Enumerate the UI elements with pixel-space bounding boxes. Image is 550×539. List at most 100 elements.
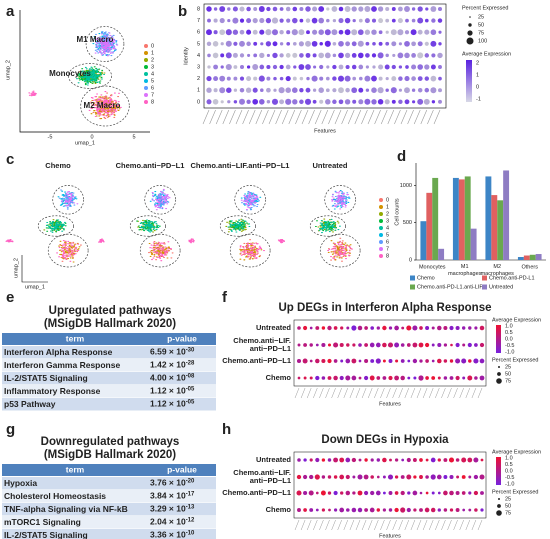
expression-dot — [220, 65, 224, 69]
table-row — [2, 529, 216, 539]
row-label: 1 — [197, 88, 200, 94]
color-bar — [466, 60, 472, 102]
expression-dot — [462, 376, 466, 380]
expression-dot — [443, 475, 448, 479]
expression-dot — [225, 52, 232, 59]
expression-dot — [418, 375, 424, 381]
expression-dot — [339, 375, 344, 381]
expression-dot — [259, 64, 265, 70]
legend-label: -1.0 — [505, 349, 514, 355]
expression-dot — [233, 76, 238, 81]
feature-tick — [294, 387, 300, 399]
expression-dot — [443, 326, 448, 330]
row-label: 2 — [197, 76, 200, 82]
expression-dot — [480, 458, 484, 462]
color-bar — [496, 457, 501, 485]
legend-label: 25 — [478, 14, 484, 20]
expression-dot — [479, 342, 485, 348]
cluster-outline — [47, 233, 89, 268]
feature-tick — [428, 387, 434, 399]
expression-dot — [371, 6, 377, 12]
y-tick-label: 0 — [409, 257, 412, 263]
expression-dot — [345, 375, 351, 381]
expression-dot — [271, 98, 279, 105]
expression-dot — [369, 375, 375, 381]
feature-tick — [404, 387, 410, 399]
expression-dot — [392, 53, 396, 57]
expression-dot — [279, 64, 284, 70]
bar — [485, 176, 492, 260]
expression-dot — [365, 53, 370, 58]
feature-tick — [392, 387, 397, 399]
legend-label: 25 — [505, 496, 511, 502]
expression-dot — [437, 376, 441, 380]
expression-dot — [443, 458, 448, 462]
expression-dot — [449, 359, 454, 363]
legend-swatch — [482, 275, 487, 281]
legend-dot — [379, 205, 383, 209]
expression-dot — [331, 29, 338, 36]
feature-tick — [325, 387, 330, 399]
expression-dot — [333, 326, 338, 330]
expression-dot — [332, 88, 337, 93]
expression-dot — [411, 7, 416, 11]
legend-dot — [144, 100, 148, 104]
bar — [523, 255, 530, 260]
feature-tick — [367, 109, 375, 125]
y-tick-label: 1000 — [400, 183, 412, 189]
p-exponent: -10 — [186, 530, 195, 536]
expression-dot — [303, 376, 307, 380]
expression-dot — [352, 18, 356, 23]
expression-dot — [339, 507, 345, 513]
expression-dot — [385, 41, 390, 46]
color-bar — [496, 325, 501, 353]
feature-tick — [435, 387, 440, 399]
expression-dot — [424, 507, 430, 513]
expression-dot — [455, 325, 460, 331]
axis-label: Identity — [183, 47, 189, 65]
legend-label: 75 — [505, 378, 511, 384]
umap-points — [151, 188, 171, 211]
expression-dot — [388, 359, 393, 363]
panel-label: b — [178, 3, 187, 20]
label-line: macrophages — [448, 271, 482, 277]
expression-dot — [311, 40, 318, 47]
expression-dot — [455, 491, 460, 495]
expression-dot — [417, 17, 424, 24]
x-tick-label: M2 macrophages — [481, 264, 515, 277]
expression-dot — [333, 490, 338, 496]
expression-dot — [292, 41, 297, 46]
legend-title: Percent Expressed — [462, 5, 508, 11]
legend-label: -1.0 — [505, 481, 514, 487]
row-label: Untreated — [256, 323, 291, 332]
expression-dot — [252, 64, 259, 70]
table-title: Upregulated pathways — [49, 305, 172, 317]
expression-dot — [312, 6, 318, 12]
expression-dot — [376, 458, 381, 462]
expression-dot — [206, 41, 212, 47]
umap-points — [76, 66, 106, 86]
expression-dot — [332, 18, 337, 23]
bar — [426, 192, 433, 260]
term-cell: Hypoxia — [4, 478, 37, 488]
expression-dot — [232, 29, 239, 35]
expression-dot — [312, 29, 318, 35]
expression-dot — [297, 376, 301, 380]
expression-dot — [298, 29, 305, 36]
expression-dot — [437, 6, 443, 12]
cluster-outline — [80, 85, 130, 127]
expression-dot — [468, 508, 472, 512]
expression-dot — [340, 326, 344, 330]
expression-dot — [417, 87, 423, 93]
expression-dot — [385, 77, 389, 81]
feature-tick — [341, 109, 348, 125]
expression-dot — [286, 41, 291, 46]
expression-dot — [253, 41, 258, 46]
expression-dot — [333, 359, 338, 363]
expression-dot — [468, 491, 472, 495]
expression-dot — [296, 474, 302, 480]
expression-dot — [315, 326, 320, 330]
table-row — [2, 359, 216, 372]
expression-dot — [400, 507, 406, 513]
expression-dot — [419, 491, 423, 495]
